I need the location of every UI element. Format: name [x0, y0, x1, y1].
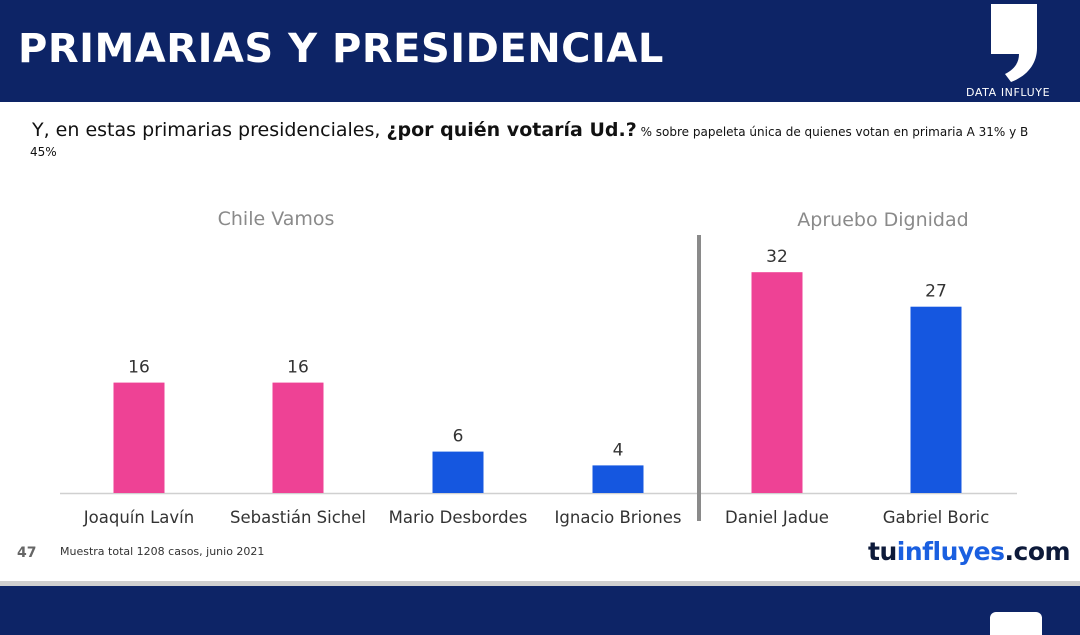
question-bold: ¿por quién votaría Ud.? [386, 119, 637, 141]
bar-4 [592, 465, 644, 493]
bar-3 [432, 451, 484, 493]
sample-note: Muestra total 1208 casos, junio 2021 [60, 545, 265, 558]
question-regular: Y, en estas primarias presidenciales, [32, 119, 387, 141]
page-number: 47 [17, 545, 37, 561]
quote-mark-icon [991, 4, 1037, 82]
data-label-6: 27 [925, 282, 947, 302]
brand-label: DATA INFLUYE [966, 86, 1051, 99]
category-label-6: Gabriel Boric [883, 508, 990, 527]
data-label-3: 6 [453, 427, 464, 447]
data-label-5: 32 [766, 247, 788, 267]
category-label-5: Daniel Jadue [725, 508, 829, 527]
site-logo-part1: tu [868, 537, 897, 566]
next-slide-quote-icon [990, 612, 1042, 635]
question-note: % sobre papeleta única de quienes votan … [636, 125, 1029, 139]
bar-2 [272, 382, 324, 493]
page-title: PRIMARIAS Y PRESIDENCIAL [18, 26, 664, 72]
category-label-1: Joaquín Lavín [83, 508, 194, 527]
group-label-chile-vamos: Chile Vamos [217, 208, 335, 230]
group-label-apruebo-dignidad: Apruebo Dignidad [797, 209, 969, 231]
site-logo-part2: influyes [896, 537, 1005, 566]
bar-6 [910, 306, 962, 493]
data-label-2: 16 [287, 358, 309, 378]
site-logo-part3: .com [1004, 537, 1071, 566]
category-label-4: Ignacio Briones [555, 508, 682, 527]
data-label-1: 16 [128, 358, 150, 378]
bar-1 [113, 382, 165, 493]
data-label-4: 4 [613, 440, 624, 460]
question-note-tail: 45% [30, 145, 57, 159]
slide-separator [0, 581, 1080, 586]
next-slide-preview [0, 586, 1080, 635]
question-text: Y, en estas primarias presidenciales, ¿p… [30, 118, 1052, 160]
category-label-2: Sebastián Sichel [230, 508, 366, 527]
site-logo: tuinfluyes.com [868, 537, 1071, 566]
bar-5 [751, 272, 803, 493]
category-label-3: Mario Desbordes [389, 508, 528, 527]
slide-header: PRIMARIAS Y PRESIDENCIAL DATA INFLUYE [0, 0, 1080, 102]
